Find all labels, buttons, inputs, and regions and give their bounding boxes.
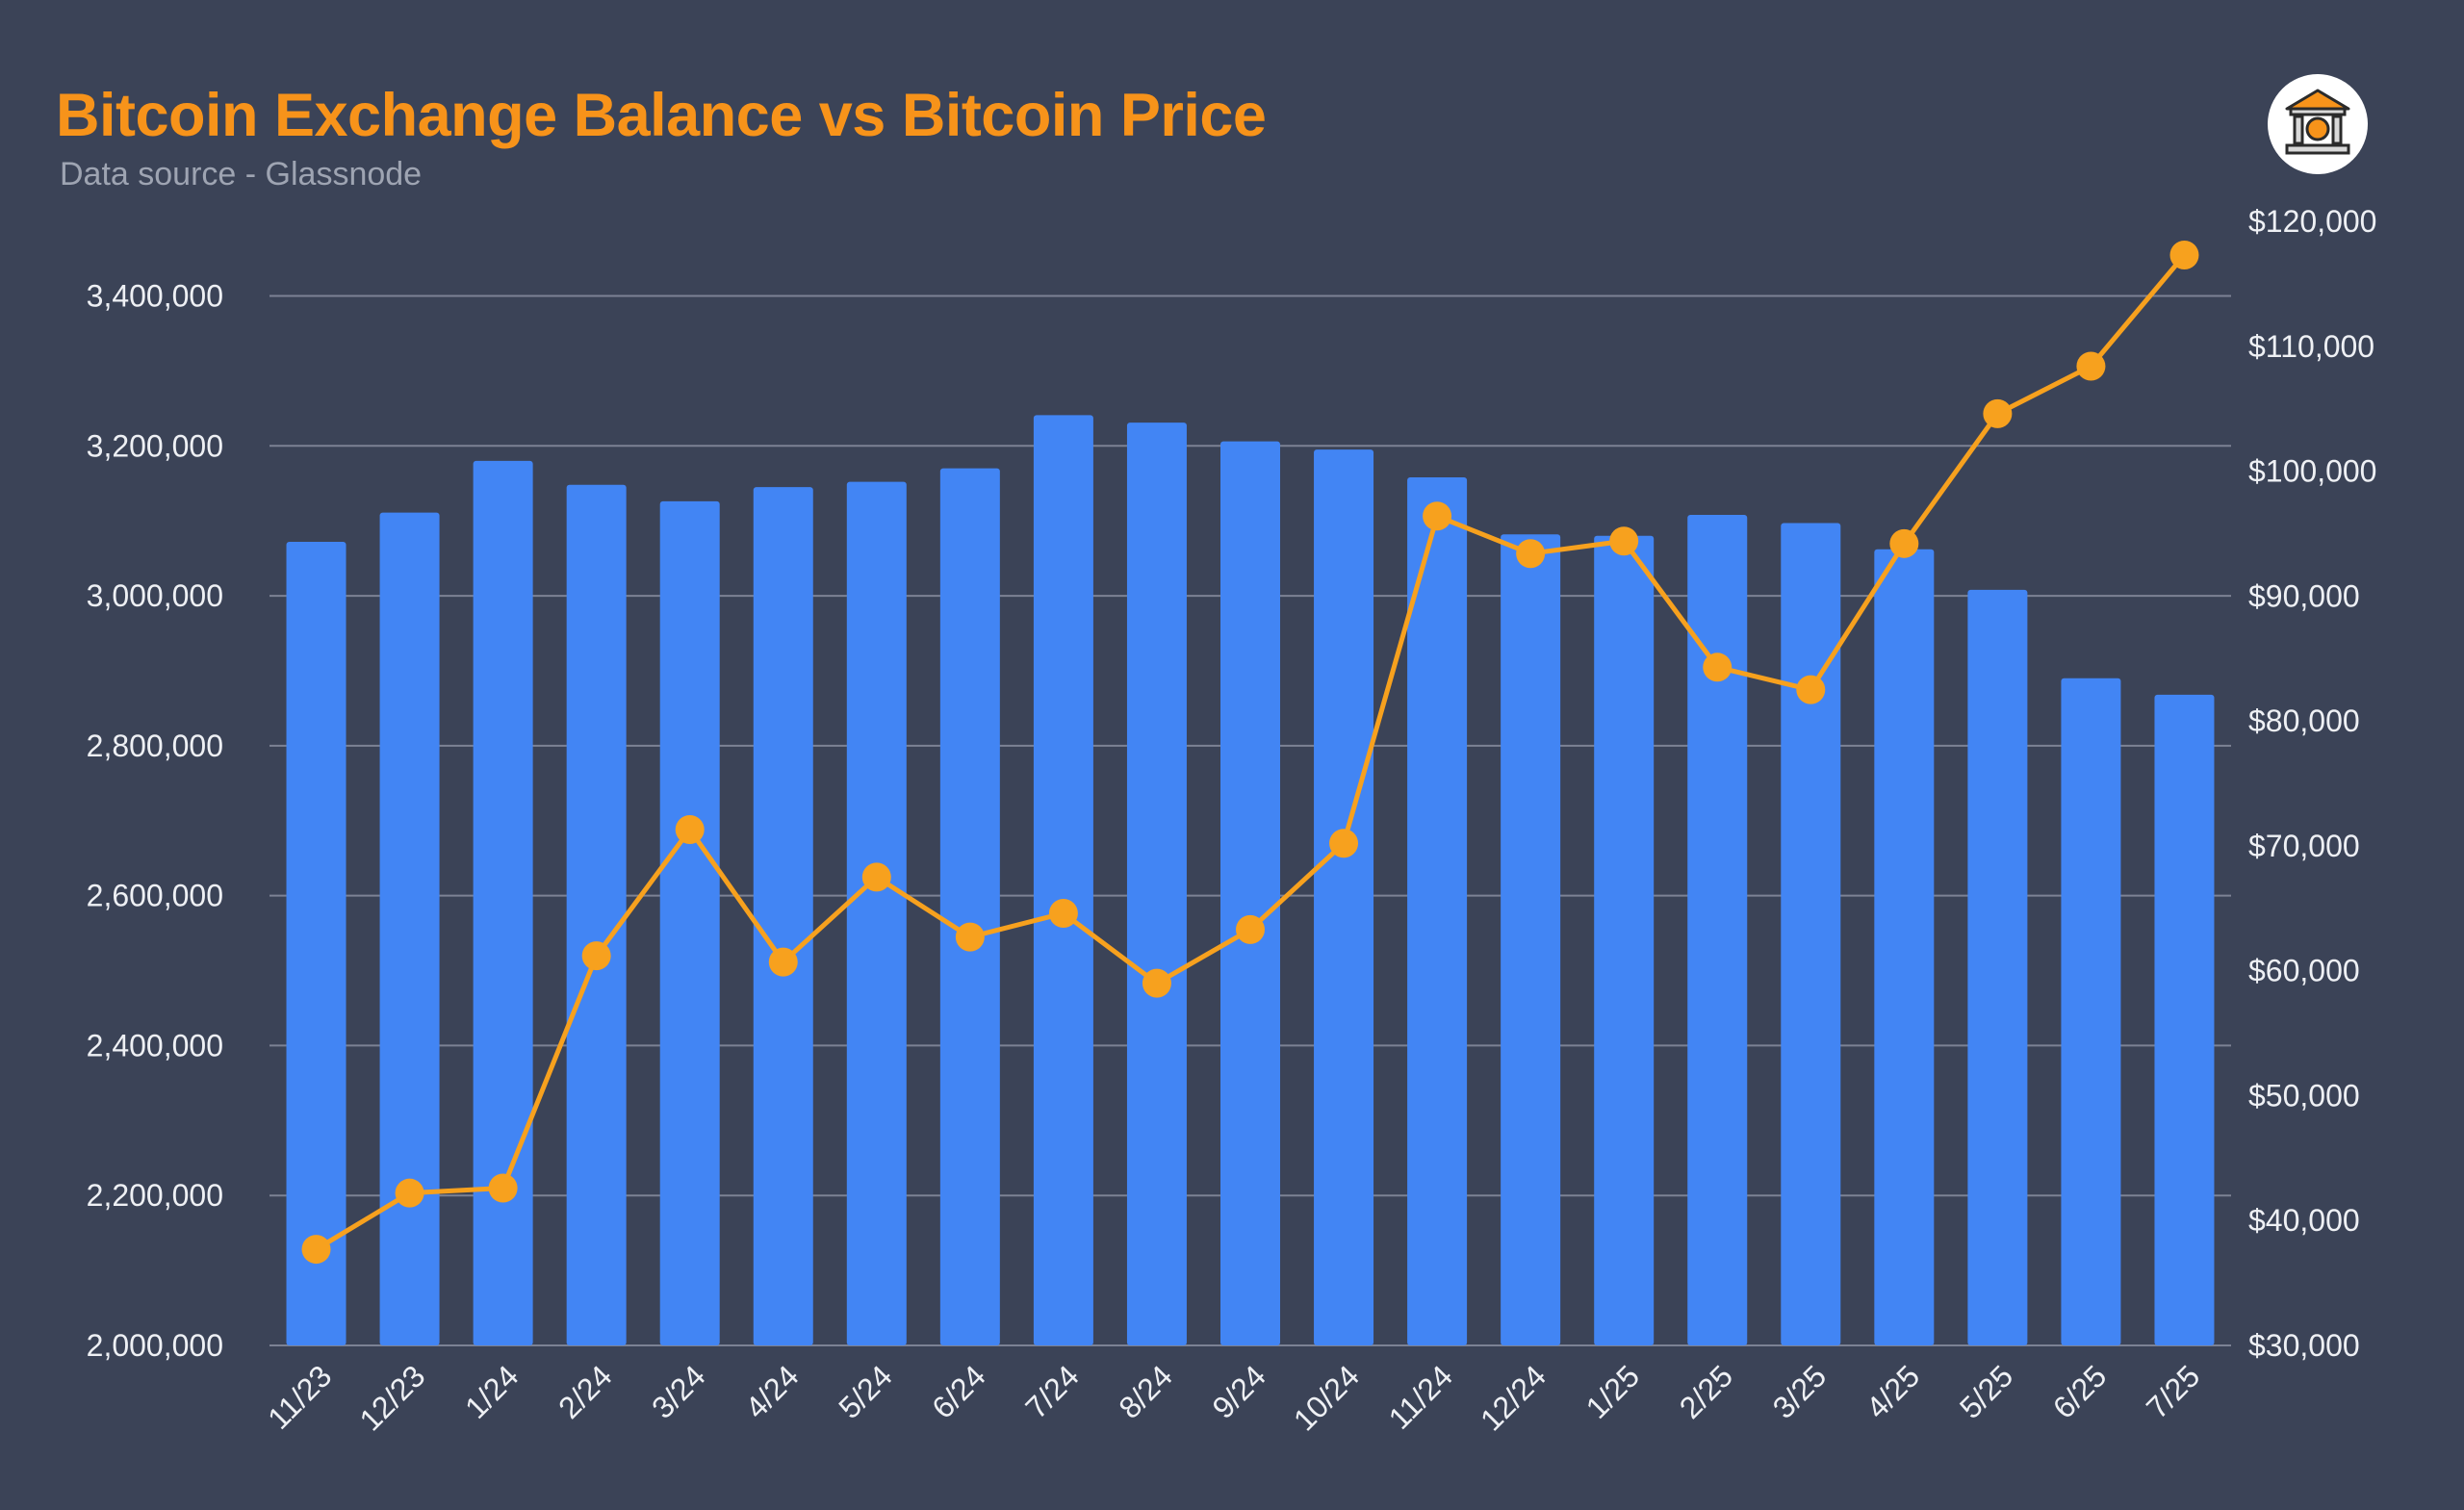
x-tick-label: 1/24 [458,1358,525,1424]
price-point [1889,528,1919,558]
bar [1126,422,1187,1345]
y-left-tick-label: 2,400,000 [87,1028,223,1062]
x-tick-label: 1/25 [1579,1358,1646,1424]
price-point [581,941,611,971]
y-right-tick-label: $60,000 [2248,954,2360,988]
price-point [1423,501,1452,531]
x-tick-label: 6/25 [2046,1358,2113,1424]
bar [753,487,813,1345]
price-point [1796,675,1826,704]
bar [2061,678,2121,1345]
x-tick-label: 11/24 [1382,1358,1459,1435]
price-point [2169,241,2199,270]
x-tick-label: 5/25 [1953,1358,2019,1424]
y-left-tick-label: 2,800,000 [87,729,223,763]
price-point [1142,968,1171,998]
bar-series [286,415,2215,1346]
price-point [675,815,705,845]
x-tick-label: 3/25 [1766,1358,1833,1424]
price-point [1703,653,1732,682]
y-right-tick-label: $50,000 [2248,1078,2360,1113]
bar [2154,694,2215,1345]
y-axis-right: $30,000 $40,000 $50,000 $60,000 $70,000 $80,0… [2248,204,2376,1363]
x-tick-label: 5/24 [832,1358,898,1424]
y-left-tick-label: 2,200,000 [87,1178,223,1213]
y-right-tick-label: $40,000 [2248,1203,2360,1238]
bar [1594,535,1655,1345]
y-right-tick-label: $80,000 [2248,704,2360,738]
y-right-tick-label: $110,000 [2248,329,2374,364]
bar [1314,449,1374,1345]
price-point [861,862,891,892]
bar [1501,534,1561,1345]
bar [379,512,440,1345]
bar [566,484,627,1345]
x-tick-label: 6/24 [925,1358,991,1424]
y-left-tick-label: 2,000,000 [87,1328,223,1363]
x-tick-label: 12/23 [352,1358,431,1437]
x-tick-label: 2/24 [552,1358,618,1424]
x-tick-label: 4/24 [738,1358,805,1424]
x-tick-label: 7/24 [1018,1358,1085,1424]
bar [846,481,907,1345]
price-point [1983,398,2013,428]
x-tick-label: 12/24 [1474,1358,1553,1437]
x-tick-label: 9/24 [1205,1358,1271,1424]
price-point [768,947,798,977]
price-point [2076,351,2106,381]
price-point [1516,539,1546,569]
bar [1967,589,2028,1345]
bar [939,468,1000,1345]
x-tick-label: 7/25 [2140,1358,2206,1424]
x-tick-label: 4/25 [1860,1358,1926,1424]
bar [1781,523,1841,1345]
line-points [301,241,2199,1265]
y-left-tick-label: 3,400,000 [87,279,223,314]
x-axis: 11/23 12/23 1/24 2/24 3/24 4/24 5/24 6/24 7/24 8/… [261,1358,2206,1437]
x-tick-label: 10/24 [1287,1358,1366,1437]
x-tick-label: 2/25 [1673,1358,1739,1424]
price-point [955,922,985,952]
x-tick-label: 3/24 [645,1358,711,1424]
y-left-tick-label: 2,600,000 [87,879,223,913]
x-tick-label: 11/23 [261,1358,338,1435]
bar [1407,477,1468,1345]
price-point [1609,526,1639,556]
price-point [395,1178,424,1208]
y-right-tick-label: $120,000 [2248,204,2376,239]
bar [286,541,346,1345]
price-point [1329,829,1359,858]
bitcoin-bank-icon [2268,74,2368,174]
y-left-tick-label: 3,000,000 [87,578,223,613]
price-point [488,1173,518,1203]
chart-title: Bitcoin Exchange Balance vs Bitcoin Pric… [56,82,1267,149]
bar [659,500,720,1345]
bar [1687,514,1748,1345]
bar [473,460,533,1346]
y-right-tick-label: $70,000 [2248,829,2360,863]
price-point [1048,898,1078,928]
bar [1874,549,1935,1345]
y-left-tick-label: 3,200,000 [87,428,223,463]
chart-subtitle: Data source - Glassnode [60,156,423,192]
price-point [301,1235,331,1265]
bar [1220,441,1280,1345]
bar [1033,415,1093,1346]
y-right-tick-label: $90,000 [2248,578,2360,613]
x-tick-label: 8/24 [1112,1358,1178,1424]
y-axis-left: 2,000,000 2,200,000 2,400,000 2,600,000 2,80… [87,279,223,1364]
y-right-tick-label: $30,000 [2248,1328,2360,1363]
y-right-tick-label: $100,000 [2248,454,2376,489]
price-point [1236,914,1265,944]
